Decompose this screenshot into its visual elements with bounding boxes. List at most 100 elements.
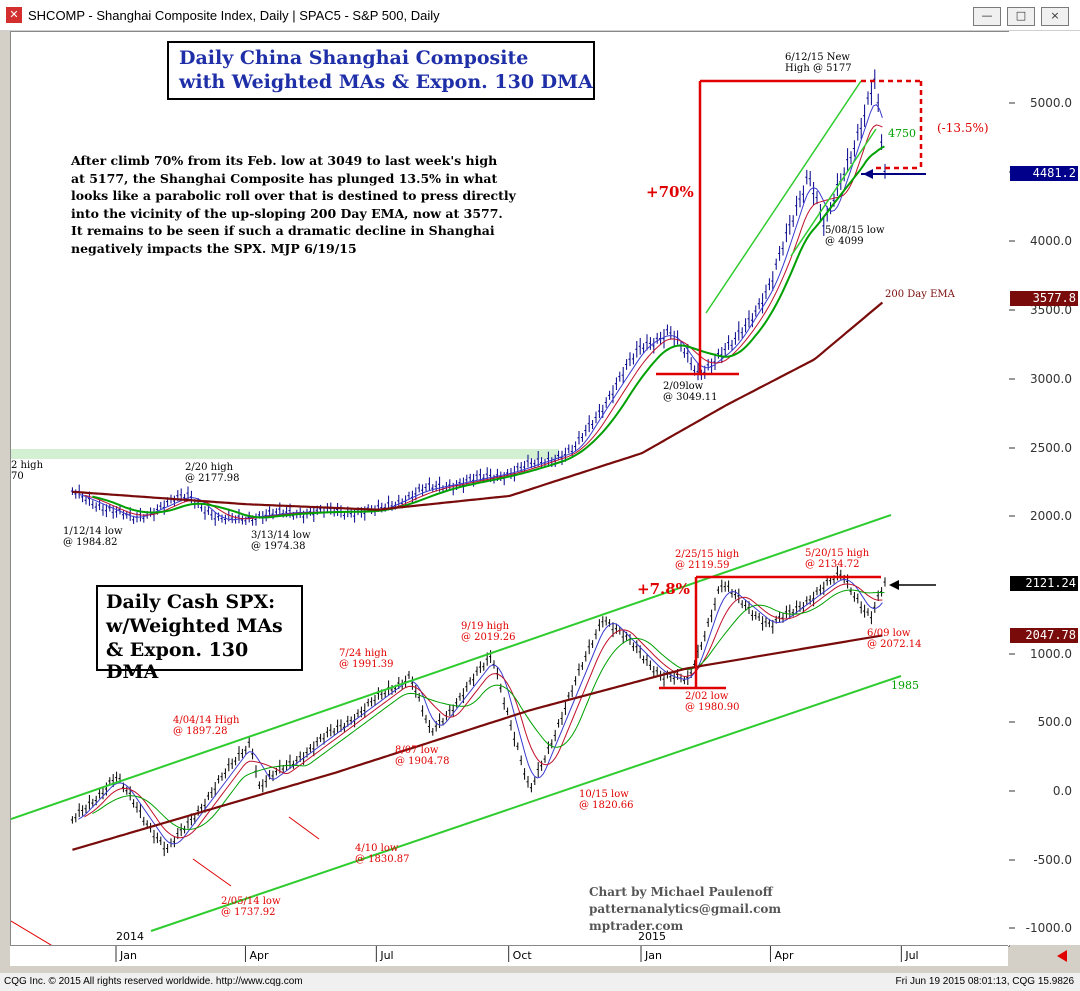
commentary-line: negatively impacts the SPX. MJP 6/19/15 [71,240,357,256]
x-tick-label: Apr [249,949,269,962]
y-tick-label: 3500.0 [1030,303,1072,317]
spx-arrow-head-icon [889,580,899,590]
spx-lower-channel-line [150,675,902,932]
annotation-label: @ 1737.92 [221,907,276,918]
shanghai-arrow-head-icon [863,169,873,179]
status-bar: CQG Inc. © 2015 All rights reserved worl… [0,973,1080,991]
y-tick-label: 500.0 [1038,715,1072,729]
annotation-label: 10/15 low [579,789,629,800]
trendline-c [288,816,320,840]
y-tick-label: -500.0 [1033,853,1072,867]
annotation-label: 2/02 low [685,691,729,702]
status-timestamp: Fri Jun 19 2015 08:01:13, CQG 15.9826 [895,976,1074,987]
credit-site: mptrader.com [589,919,684,933]
spx-wma-fast-line [78,578,883,845]
close-button[interactable]: × [1041,7,1069,26]
shanghai-wma-mid-line [84,124,883,520]
commentary-line: looks like a parabolic roll over that is… [71,188,516,203]
y-tick-label: 1000.0 [1030,647,1072,661]
y-tick-label: 5000.0 [1030,96,1072,110]
annotation-label: 200 Day EMA [885,289,956,300]
y-axis[interactable]: 5000.04500.04000.03500.03000.02500.02000… [1009,31,1080,945]
annotation-label: @ 1980.90 [685,702,740,713]
annotation-label: @ 3049.11 [663,392,718,403]
status-copyright: CQG Inc. © 2015 All rights reserved worl… [4,976,303,987]
annotation-label: +7.8% [637,580,690,598]
annotation-label: @ 2134.72 [805,559,860,570]
scroll-right-arrow-icon[interactable] [1055,948,1069,962]
shanghai-upper-channel-line [705,80,862,314]
y-tick-label: 2000.0 [1030,509,1072,523]
commentary-line: into the vicinity of the up-sloping 200 … [71,205,503,221]
annotation-label: 1985 [891,679,919,692]
annotation-label: @ 2019.26 [461,632,516,643]
x-tick-label: Jul [904,949,918,962]
annotation-label: @ 4099 [825,236,864,247]
spx-title-line2: w/Weighted MAs [106,615,283,637]
credit-email: patternanalytics@gmail.com [589,902,782,916]
x-axis-svg: Jan Apr Jul Oct Jan Apr Jul [115,946,919,962]
annotation-label: 70 [11,471,24,482]
spx-upper-channel-line [11,514,892,820]
spx-ema-price-tag: 2047.78 [1010,628,1078,643]
annotation-label: 8/07 low [395,745,439,756]
x-tick-label: Jul [379,949,393,962]
annotation-label: High @ 5177 [785,63,852,74]
minimize-button[interactable]: — [973,7,1001,26]
annotation-label: 2/05/14 low [221,896,281,907]
y-tick-label: 0.0 [1053,784,1072,798]
x-year-label: 2015 [638,930,666,943]
spx-ema130-line [72,634,883,851]
chart-plot-area[interactable]: 6/12/15 New High @ 5177 +70% (-13.5%) 4750 5/… [10,31,1010,947]
window-titlebar: ✕ SHCOMP - Shanghai Composite Index, Dai… [0,0,1080,31]
shanghai-last-price-tag: 4481.2 [1010,166,1078,181]
annotation-label: (-13.5%) [937,121,989,135]
x-tick-label: Apr [774,949,794,962]
spx-title-box: Daily Cash SPX: w/Weighted MAs & Expon. … [96,585,303,683]
spx-title-line1: Daily Cash SPX: [106,591,276,613]
annotation-label: @ 2072.14 [867,639,922,650]
annotation-label: 5/08/15 low [825,225,885,236]
annotation-label: @ 1820.66 [579,800,634,811]
annotation-label: 7/24 high [339,648,388,659]
annotation-label: 2/09low [663,381,704,392]
spx-wma-mid-line [84,583,883,839]
annotation-label: 1/12/14 low [63,526,123,537]
y-tick-label: 4000.0 [1030,234,1072,248]
x-axis[interactable]: Jan Apr Jul Oct Jan Apr Jul [10,945,1008,966]
annotation-label: 4/10 low [355,843,399,854]
trendline-a [11,920,54,946]
x-year-label: 2014 [116,930,144,943]
annotation-label: 6/09 low [867,628,911,639]
annotation-label: 2 high [11,460,44,471]
trend-channels [11,79,936,946]
y-tick-label: -1000.0 [1026,921,1072,935]
annotation-label: 3/13/14 low [251,530,311,541]
annotation-label: @ 1974.38 [251,541,306,552]
y-tick-label: 2500.0 [1030,441,1072,455]
annotation-label: 9/19 high [461,621,510,632]
spx-wma-slow-line [92,589,885,830]
shanghai-wma-fast-line [78,104,883,521]
credit-author: Chart by Michael Paulenoff [589,885,773,899]
commentary-line: at 5177, the Shanghai Composite has plun… [71,170,498,186]
window-title: SHCOMP - Shanghai Composite Index, Daily… [28,8,440,23]
x-tick-label: Jan [119,949,137,962]
annotation-label: @ 1984.82 [63,537,118,548]
shanghai-title-line1: Daily China Shanghai Composite [179,47,529,69]
maximize-button[interactable]: □ [1007,7,1035,26]
annotation-label: 5/20/15 high [805,548,870,559]
shanghai-title-box: Daily China Shanghai Composite with Weig… [167,41,595,100]
shanghai-title-line2: with Weighted MAs & Expon. 130 DMA [179,71,593,93]
shanghai-ema200-line [72,301,884,511]
ema-200-price-tag: 3577.8 [1010,291,1078,306]
annotation-label: @ 1897.28 [173,726,228,737]
trendline-b [192,858,232,887]
annotation-label: 2/20 high [185,462,234,473]
commentary-text: After climb 70% from its Feb. low at 304… [71,152,601,257]
annotation-label: 4750 [888,127,916,140]
x-tick-label: Jan [644,949,662,962]
annotation-label: +70% [646,183,694,201]
